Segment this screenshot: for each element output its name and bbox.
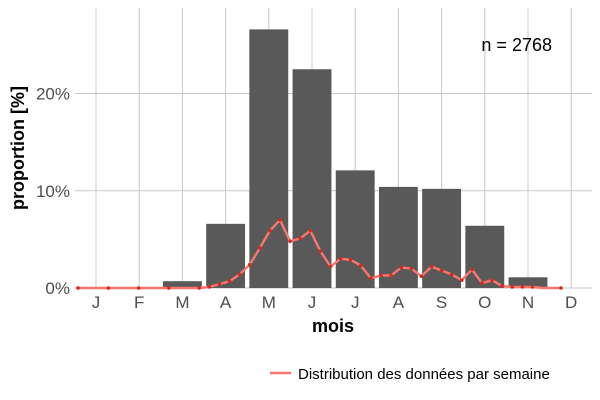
series-point xyxy=(207,285,212,289)
weekly-distribution-series xyxy=(76,218,563,290)
series-point xyxy=(490,278,494,283)
series-point xyxy=(197,286,201,290)
bar xyxy=(378,186,418,288)
series-point xyxy=(460,278,464,283)
series-point xyxy=(247,262,252,267)
series-point xyxy=(419,274,424,279)
series-point xyxy=(439,268,444,273)
bars xyxy=(162,29,548,289)
bar xyxy=(249,29,289,289)
y-tick-labels: 0% 10% 20% xyxy=(36,85,70,298)
series-point xyxy=(480,281,484,285)
x-tick-label: A xyxy=(220,293,232,312)
series-point xyxy=(409,266,414,271)
bar xyxy=(335,170,375,288)
series-point xyxy=(559,286,563,290)
series-point xyxy=(106,286,111,290)
series-point xyxy=(470,267,474,272)
legend: Distribution des données par semaine xyxy=(270,366,550,383)
x-tick-label: O xyxy=(478,293,491,312)
series-point xyxy=(268,228,272,233)
series-point xyxy=(389,273,393,278)
x-tick-label: M xyxy=(175,293,189,312)
y-axis-title: proportion [%] xyxy=(8,86,28,210)
series-point xyxy=(449,272,454,277)
series-point xyxy=(76,286,80,290)
series-point xyxy=(217,282,222,286)
series-point xyxy=(530,285,535,289)
series-point xyxy=(318,249,323,253)
x-tick-label: A xyxy=(393,293,405,312)
bar xyxy=(508,277,548,288)
y-tick-label: 20% xyxy=(36,85,70,104)
x-tick-label: J xyxy=(351,293,360,312)
series-point xyxy=(288,239,292,244)
bar xyxy=(292,69,332,288)
x-tick-label: J xyxy=(92,293,101,312)
series-point xyxy=(328,264,333,269)
series-point xyxy=(520,285,525,289)
x-tick-label: F xyxy=(134,293,144,312)
series-point xyxy=(167,286,171,290)
y-tick-label: 0% xyxy=(45,279,70,298)
legend-label: Distribution des données par semaine xyxy=(298,366,550,383)
x-axis-title: mois xyxy=(312,316,354,336)
series-point xyxy=(399,265,404,270)
x-tick-label: N xyxy=(522,293,534,312)
bar xyxy=(206,223,246,288)
bar xyxy=(162,281,202,288)
x-tick-label: S xyxy=(436,293,447,312)
series-point xyxy=(258,246,262,250)
series-point xyxy=(510,285,515,289)
series-point xyxy=(298,236,303,241)
series-point xyxy=(237,272,242,277)
series-point xyxy=(369,276,373,281)
series-point xyxy=(348,258,353,262)
series-point xyxy=(308,228,313,233)
series-point xyxy=(500,284,505,288)
series-point xyxy=(136,286,141,290)
x-tick-label: D xyxy=(565,293,577,312)
series-point xyxy=(227,279,232,284)
series-point xyxy=(338,257,343,261)
series-point xyxy=(379,273,383,278)
x-tick-label: J xyxy=(308,293,317,312)
bar xyxy=(465,225,505,288)
x-tick-label: M xyxy=(262,293,276,312)
sample-size-annotation: n = 2768 xyxy=(481,35,552,55)
bar xyxy=(422,188,462,288)
series-point xyxy=(429,264,434,269)
y-tick-label: 10% xyxy=(36,182,70,201)
series-point xyxy=(359,263,363,268)
series-point xyxy=(278,218,282,222)
